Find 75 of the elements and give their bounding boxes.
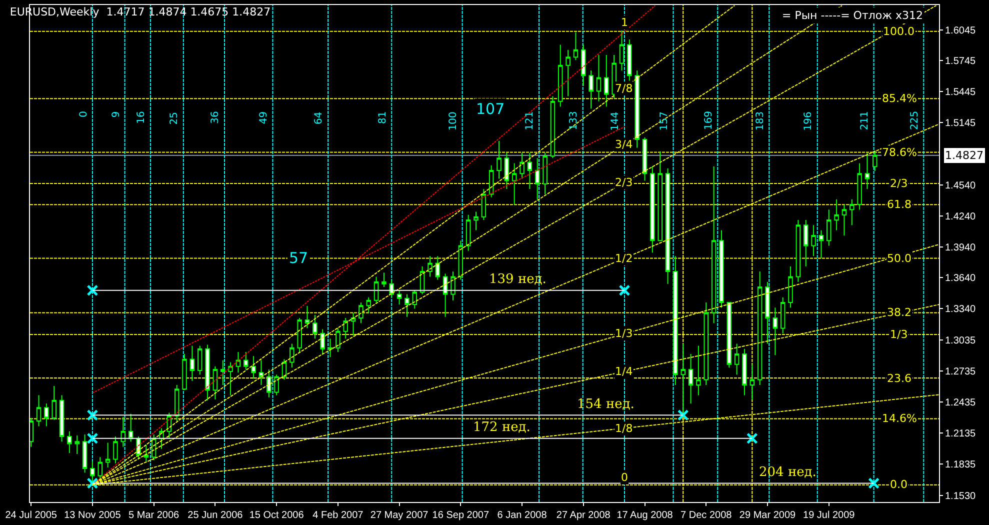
- y-tick-label: 1.4540: [945, 180, 976, 192]
- y-tick-label: 1.5745: [945, 56, 976, 68]
- annotation: 0.0: [890, 478, 908, 491]
- annotation: 3/4: [615, 138, 633, 151]
- annotation: 38.2: [887, 306, 912, 319]
- annotation: 50.0: [887, 252, 912, 265]
- ref-line-label: 0: [78, 110, 90, 118]
- x-tick-label: 27 Apr 2008: [556, 510, 611, 521]
- ref-line-label: 9: [110, 111, 122, 118]
- annotation: 2/3: [615, 176, 633, 189]
- annotation: 14.6%: [882, 412, 917, 425]
- annotation: 61.8: [887, 198, 912, 211]
- annotation: 57: [289, 249, 308, 267]
- ref-line-label: 49: [258, 111, 270, 124]
- ref-line-label: 196: [802, 112, 814, 131]
- annotation: 1: [621, 16, 628, 29]
- y-tick-label: 1.4240: [945, 211, 976, 222]
- x-tick-label: 25 Jun 2006: [188, 510, 244, 521]
- ref-line-label: 225: [909, 110, 920, 130]
- ref-line-label: 169: [703, 110, 714, 130]
- y-tick-label: 1.5445: [945, 87, 976, 98]
- ref-line-label: 81: [377, 111, 388, 124]
- x-tick-label: 17 Aug 2008: [616, 510, 674, 521]
- annotation: 100.0: [883, 25, 914, 38]
- x-tick-label: 19 Jul 2009: [803, 510, 856, 521]
- y-tick-label: 1.3640: [945, 273, 976, 284]
- ref-line-label: 1.4827: [945, 149, 984, 162]
- x-tick-label: 24 Jul 2005: [5, 510, 58, 521]
- annotation: 7/8: [615, 82, 633, 95]
- annotation: 85.4%: [882, 92, 917, 105]
- x-tick-label: 15 Oct 2006: [249, 510, 304, 521]
- x-tick-label: 7 Dec 2008: [680, 510, 732, 521]
- annotation: 1/3: [615, 327, 633, 340]
- x-tick-label: 6 Jan 2008: [497, 510, 548, 521]
- ref-line-label: 211: [859, 111, 870, 130]
- ref-line-label: 183: [754, 111, 766, 131]
- ref-line-label: 157: [658, 112, 670, 131]
- series-label: 204 нед.: [759, 465, 816, 480]
- annotation: 78.6%: [882, 146, 917, 159]
- y-tick-label: 1.2435: [945, 397, 976, 408]
- y-tick-label: 1.6045: [945, 25, 976, 36]
- x-tick-label: 13 Nov 2005: [64, 510, 122, 521]
- y-tick-label: 1.3340: [945, 304, 976, 316]
- ref-line-label: 25: [169, 112, 180, 125]
- ref-line-label: 16: [136, 111, 148, 124]
- annotation: 1/3: [890, 328, 908, 341]
- annotation: 1/2: [615, 252, 633, 265]
- series-label: 154 нед.: [577, 397, 634, 412]
- annotation: 107: [476, 100, 505, 118]
- ref-line-label: 144: [610, 112, 622, 131]
- y-tick-label: 1.2735: [945, 366, 976, 378]
- annotation: = Рын -----= Отлож x312: [782, 9, 924, 22]
- annotation: 23.6: [887, 372, 912, 385]
- annotation: 2/3: [890, 177, 908, 190]
- ref-line-label: 100: [448, 112, 459, 131]
- x-tick-label: 4 Feb 2007: [312, 510, 364, 521]
- x-tick-label: 16 Sep 2007: [432, 510, 490, 521]
- x-tick-label: 5 Mar 2006: [128, 510, 180, 521]
- y-tick-label: 1.3035: [945, 336, 976, 347]
- x-tick-label: 27 May 2007: [370, 510, 429, 521]
- ref-line-label: 64: [314, 112, 325, 124]
- series-label: 139 нед.: [489, 272, 546, 287]
- y-tick-label: 1.3940: [945, 242, 976, 254]
- ref-line-label: 133: [568, 111, 580, 130]
- y-tick-label: 1.5145: [945, 118, 976, 130]
- series-label: 172 нед.: [473, 420, 530, 435]
- y-tick-label: 1.1835: [945, 459, 976, 470]
- ref-line-label: 36: [210, 111, 222, 124]
- y-tick-label: 1.2135: [945, 428, 976, 440]
- ref-line-label: 121: [524, 111, 536, 130]
- annotation: 1/4: [615, 365, 633, 378]
- y-tick-label: 1.1530: [945, 490, 976, 502]
- x-tick-label: 29 Mar 2009: [739, 510, 796, 521]
- annotation: 1/8: [615, 422, 633, 435]
- annotation: 0: [621, 471, 628, 484]
